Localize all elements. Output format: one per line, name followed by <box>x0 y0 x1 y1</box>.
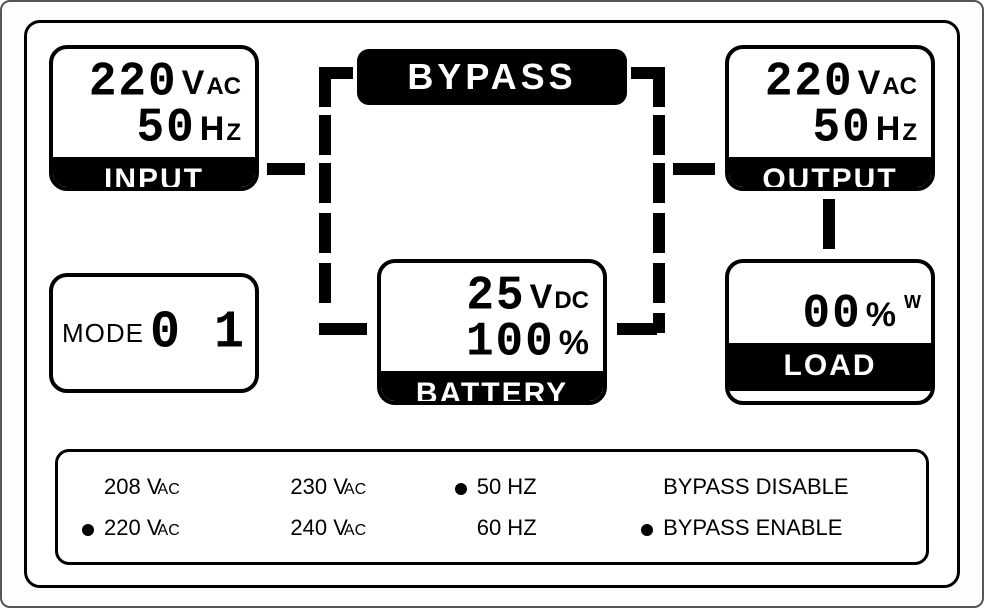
opt-60hz: 60 HZ <box>455 515 641 541</box>
mode-box: MODE 0 1 <box>49 273 259 393</box>
conn <box>823 199 835 249</box>
output-freq: 50 <box>813 104 872 152</box>
load-box: 00 % W LOAD <box>725 259 935 405</box>
conn <box>267 163 305 175</box>
dot-icon <box>641 524 653 536</box>
opt-50hz: 50 HZ <box>455 474 641 500</box>
conn <box>319 115 331 155</box>
conn <box>653 213 665 253</box>
input-voltage: 220 <box>89 58 178 106</box>
conn <box>319 67 353 79</box>
conn <box>319 323 367 335</box>
device-frame: 220 VAC 50 HZ INPUT 220 VAC 50 HZ <box>0 0 984 608</box>
load-level: 00 <box>803 290 862 338</box>
conn <box>319 163 331 203</box>
output-box: 220 VAC 50 HZ OUTPUT <box>725 45 935 191</box>
options-bar: 208 VAC 230 VAC 50 HZ BYPASS DISABLE 220… <box>55 449 929 565</box>
battery-box: 25 VDC 100 % BATTERY <box>377 259 607 405</box>
output-voltage: 220 <box>765 58 854 106</box>
conn <box>653 163 665 203</box>
input-box: 220 VAC 50 HZ INPUT <box>49 45 259 191</box>
conn <box>653 313 665 333</box>
opt-220vac: 220 VAC <box>82 515 268 541</box>
output-label: OUTPUT <box>729 157 931 191</box>
input-v-unit: V <box>182 66 205 100</box>
mode-label: MODE <box>62 318 144 349</box>
opt-240vac: 240 VAC <box>268 515 454 541</box>
conn <box>653 115 665 155</box>
input-label: INPUT <box>53 157 255 191</box>
load-label: LOAD <box>729 343 931 391</box>
conn <box>653 263 665 303</box>
dot-icon <box>82 524 94 536</box>
conn <box>673 163 715 175</box>
dot-icon <box>455 483 467 495</box>
opt-208vac: 208 VAC <box>82 474 268 500</box>
input-freq: 50 <box>137 104 196 152</box>
bypass-tag: BYPASS <box>357 49 627 105</box>
conn <box>319 263 331 303</box>
battery-voltage: 25 <box>466 272 525 320</box>
conn <box>319 213 331 253</box>
battery-label: BATTERY <box>381 371 603 405</box>
opt-bypass-enable: BYPASS ENABLE <box>641 515 902 541</box>
input-f-unit: H <box>200 112 225 146</box>
load-sup-w: W <box>904 293 921 311</box>
mode-value: 0 1 <box>150 303 246 363</box>
battery-level: 100 <box>466 318 555 366</box>
opt-bypass-disable: BYPASS DISABLE <box>641 474 902 500</box>
lcd-panel: 220 VAC 50 HZ INPUT 220 VAC 50 HZ <box>24 20 960 588</box>
conn <box>617 323 657 335</box>
opt-230vac: 230 VAC <box>268 474 454 500</box>
conn <box>653 67 665 107</box>
